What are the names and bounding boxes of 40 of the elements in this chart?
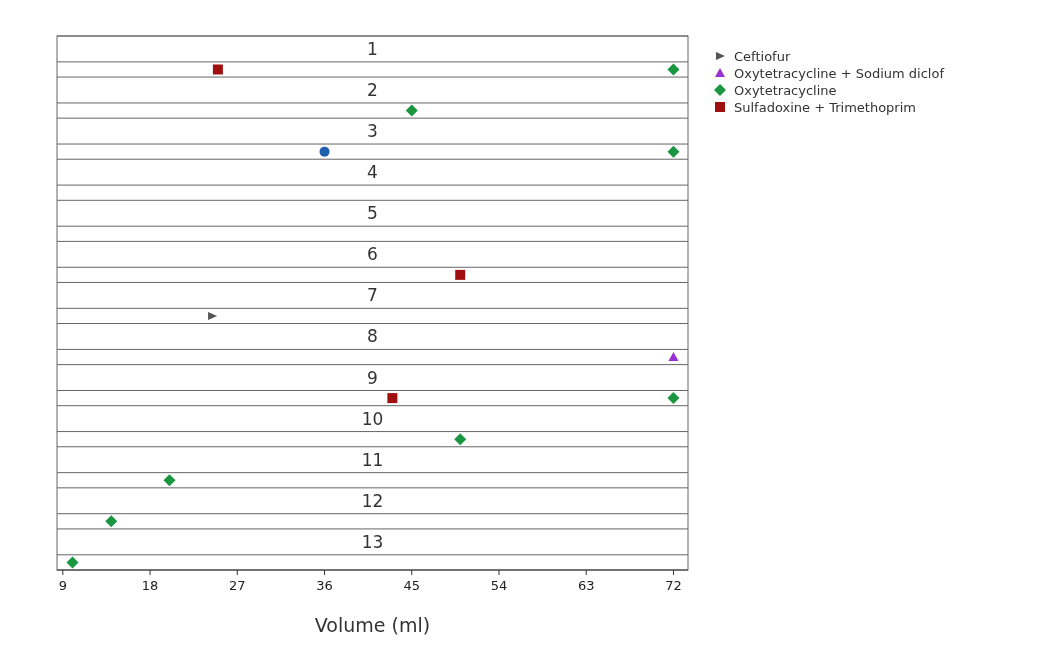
y-tick-label: 12 xyxy=(361,490,384,511)
y-tick-label: 2 xyxy=(367,80,378,101)
y-tick-label: 8 xyxy=(367,326,378,347)
x-tick-label: 54 xyxy=(490,578,508,593)
y-tick-label: 11 xyxy=(361,449,384,470)
x-tick-label: 18 xyxy=(141,578,159,593)
legend-label: Sulfadoxine + Trimethoprim xyxy=(734,100,916,115)
y-tick-label: 10 xyxy=(361,408,384,429)
x-tick-label: 27 xyxy=(229,578,246,593)
x-axis-title: Volume (ml) xyxy=(314,614,431,636)
point xyxy=(66,556,79,569)
point xyxy=(667,63,680,76)
y-tick-label: 9 xyxy=(367,367,378,388)
legend-label: Ceftiofur xyxy=(734,49,791,64)
y-tick-label: 7 xyxy=(367,285,378,306)
point xyxy=(405,104,418,117)
legend-label: Oxytetracycline + Sodium diclof xyxy=(734,66,945,81)
x-tick-label: 36 xyxy=(316,578,333,593)
x-tick-label: 63 xyxy=(577,578,595,593)
y-tick-label: 13 xyxy=(361,531,384,552)
legend-label: Oxytetracycline xyxy=(734,83,837,98)
y-tick-label: 5 xyxy=(367,203,378,224)
point xyxy=(163,474,176,487)
point xyxy=(667,145,680,158)
point xyxy=(455,269,466,280)
y-tick-label: 1 xyxy=(367,38,378,59)
point xyxy=(319,146,330,157)
point xyxy=(668,352,679,362)
y-tick-label: 4 xyxy=(367,162,378,183)
y-tick-label: 6 xyxy=(367,244,378,265)
point xyxy=(667,392,680,405)
point xyxy=(387,393,398,404)
point xyxy=(208,311,218,320)
point xyxy=(212,64,223,75)
y-tick-label: 3 xyxy=(367,121,378,142)
x-tick-label: 45 xyxy=(403,578,421,593)
x-tick-label: 9 xyxy=(58,578,67,593)
point xyxy=(454,433,467,446)
point xyxy=(105,515,118,528)
x-tick-label: 72 xyxy=(665,578,682,593)
